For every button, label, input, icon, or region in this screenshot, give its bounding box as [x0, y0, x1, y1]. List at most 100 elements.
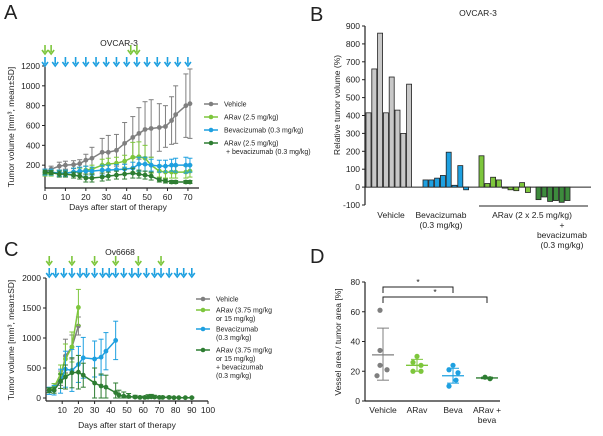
chart-c-legend-label: + bevacizumab: [216, 365, 263, 372]
chart-a-beva-dose-arrow-head: [92, 61, 100, 68]
data-point: [171, 395, 177, 401]
chart-c-beva-dose-arrow: [112, 268, 120, 279]
chart-a-beva-dose-arrow: [112, 57, 121, 68]
chart-c-legend-marker: [200, 296, 206, 302]
chart-b-bar-combo_bar: [535, 186, 542, 201]
data-point: [136, 161, 142, 167]
chart-b-cat-combo-1: bevacizumab: [537, 230, 587, 240]
chart-a-series-combo: [42, 167, 193, 185]
chart-c-beva-dose-arrow: [188, 268, 196, 279]
chart-c-beva-dose-arrow: [105, 268, 113, 279]
chart-d-ytick-label: 60: [351, 307, 361, 317]
chart-a-beva-dose-arrow-head: [102, 61, 110, 68]
chart-a-arav-dose-arrow: [41, 45, 49, 56]
chart-d-ytick-label: 80: [351, 277, 361, 287]
chart-c-beva-dose-arrow-head: [60, 272, 68, 279]
chart-b-cat-vehicle: Vehicle: [377, 210, 405, 220]
chart-b-cat-beva-2: (0.3 mg/kg): [420, 220, 463, 230]
data-point: [446, 383, 452, 389]
chart-a-ytick-label: 400: [26, 140, 40, 150]
data-point: [166, 395, 172, 400]
significance-bracket: [382, 286, 454, 293]
chart-a-beva-dose-arrow-head: [71, 61, 80, 68]
chart-a-legend-marker: [208, 127, 214, 133]
chart-b-bar-combo_bar: [553, 186, 559, 201]
chart-a-arav-dose-arrow-head: [41, 49, 49, 56]
chart-c-arav-dose-arrow: [45, 256, 53, 267]
chart-a-xtick-label: 0: [43, 192, 48, 202]
data-point: [148, 126, 154, 131]
data-point: [105, 167, 111, 173]
chart-a-beva-dose-arrow-head: [184, 61, 192, 68]
data-point: [71, 172, 76, 178]
chart-b-bar-arav: [490, 176, 497, 188]
significance-star: *: [433, 287, 437, 297]
chart-d-xtick-label: Beva: [443, 405, 463, 415]
chart-c-legend-marker: [200, 326, 206, 332]
chart-c-xtick-label: 80: [171, 405, 181, 415]
data-point: [152, 394, 157, 400]
data-point: [69, 370, 75, 376]
data-point: [173, 162, 179, 168]
chart-b-ytick-label: 0: [355, 182, 360, 192]
chart-c-legend-marker: [200, 347, 206, 353]
data-point: [163, 163, 168, 169]
chart-b-ylabel: Relative tumor volume (%): [332, 55, 342, 155]
chart-c-beva-dose-arrow-head: [165, 272, 173, 279]
chart-b-bar-beva: [451, 184, 458, 188]
significance-star: *: [416, 277, 420, 287]
chart-c-beva-dose-arrow: [82, 268, 91, 279]
chart-a-xtick-label: 10: [61, 192, 71, 202]
chart-c-beva-dose-arrow: [142, 268, 151, 279]
chart-c-beva-dose-arrow-head: [105, 272, 113, 279]
series-line: [44, 103, 191, 173]
chart-a-arav-dose-arrow: [127, 45, 135, 56]
chart-a-beva-dose-arrow-head: [41, 61, 49, 68]
data-point: [63, 162, 68, 168]
chart-b-bar-vehicle_bar: [388, 76, 395, 188]
chart-c-beva-dose-arrow: [157, 268, 165, 279]
data-point: [76, 323, 81, 329]
data-point: [377, 347, 383, 354]
data-point: [142, 161, 148, 167]
data-point: [410, 368, 416, 374]
chart-a-xtick-label: 40: [122, 192, 132, 202]
chart-c-beva-dose-arrow: [68, 268, 76, 279]
chart-a-beva-dose-arrow-head: [61, 61, 70, 68]
series-line: [45, 163, 190, 174]
data-point: [384, 367, 390, 373]
chart-b-bar-arav: [501, 186, 508, 189]
chart-c-xtick-label: 40: [106, 405, 116, 415]
chart-a-legend-label: ARav (2.5 mg/kg): [224, 115, 278, 122]
chart-a-beva-dose-arrow-head: [143, 61, 151, 68]
chart-a-xtick-label: 60: [163, 192, 173, 202]
chart-a-beva-dose-arrow-head: [82, 61, 90, 68]
chart-b-bar-arav: [525, 186, 531, 193]
chart-a-xtick-label: 20: [81, 192, 91, 202]
data-point: [418, 368, 424, 374]
chart-c-legend-label: or 15 mg/kg): [216, 356, 255, 363]
chart-a-beva-dose-arrow: [133, 57, 141, 68]
data-point: [77, 168, 83, 174]
data-point: [114, 147, 119, 153]
data-point: [92, 380, 97, 386]
chart-b-ytick-label: 900: [346, 21, 360, 31]
chart-a-ylabel: Tumor volume [mm³, mean±SD]: [6, 67, 16, 188]
chart-b-ytick-label: 800: [346, 39, 360, 49]
chart-c-legend-label: or 15 mg/kg): [216, 316, 255, 323]
chart-a-legend-label: Vehicle: [224, 102, 247, 109]
chart-a-legend-marker: [208, 101, 214, 107]
chart-c-arav-dose-arrow-head: [112, 260, 120, 267]
chart-a-beva-dose-arrow: [163, 57, 172, 68]
data-point: [137, 395, 143, 400]
chart-b-bar-vehicle_bar: [377, 32, 384, 188]
data-point: [69, 344, 75, 350]
chart-c-beva-dose-arrow: [173, 268, 181, 279]
chart-a-beva-dose-arrow: [174, 57, 182, 68]
data-point: [187, 179, 193, 185]
chart-b-ytick-label: 600: [346, 75, 360, 85]
chart-c-beva-dose-arrow-head: [68, 272, 76, 279]
chart-c-legend-label: (0.3 mg/kg): [216, 373, 251, 380]
chart-a-arav-dose-arrow-head: [127, 49, 135, 56]
chart-a-beva-dose-arrow: [92, 57, 100, 68]
